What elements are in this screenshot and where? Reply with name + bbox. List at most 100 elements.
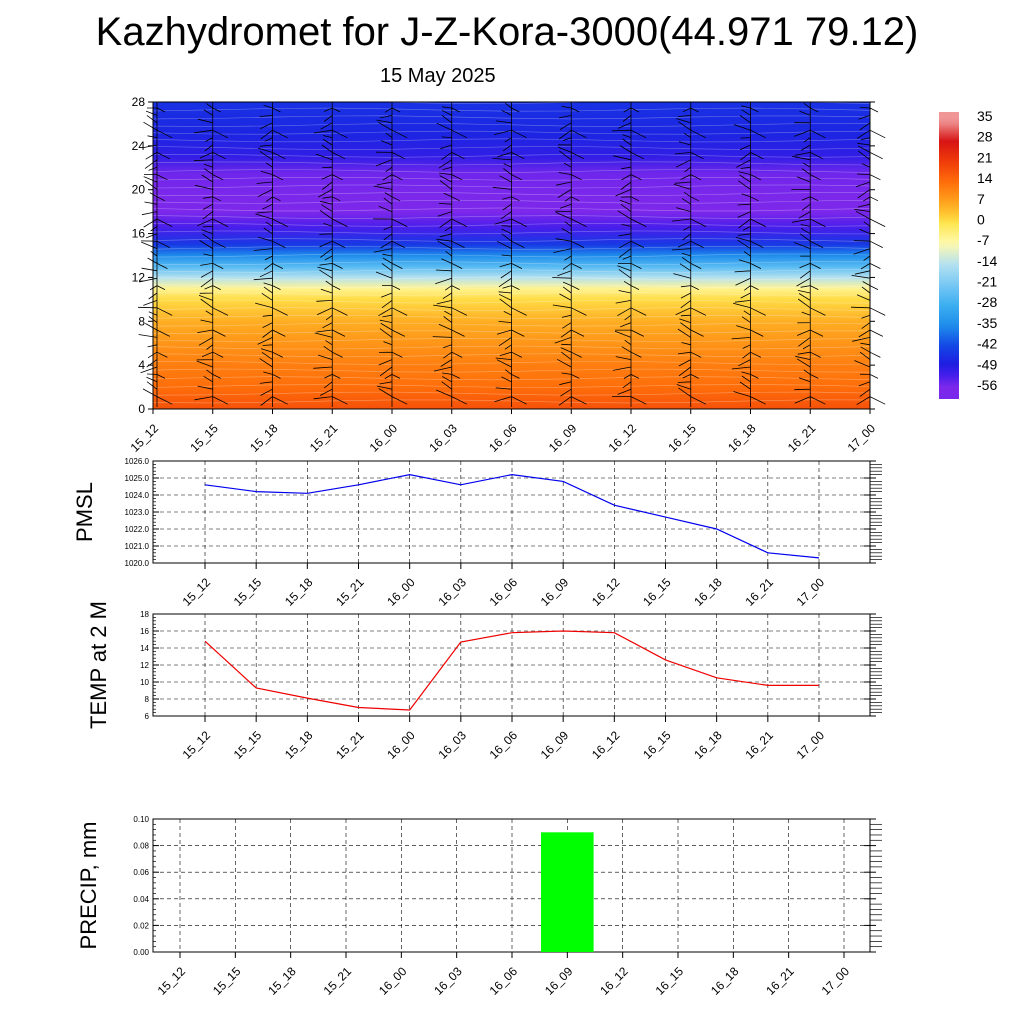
temp-y-label: 16 <box>140 627 149 636</box>
precip-y-label: 0.04 <box>133 895 149 904</box>
temp-gridlines <box>153 614 870 716</box>
temp-x-label: 15_21 <box>333 728 367 762</box>
precip-x-label: 16_09 <box>542 964 576 998</box>
temp-x-label: 15_18 <box>282 728 316 762</box>
pmsl-x-label: 16_09 <box>538 575 572 609</box>
heatmap-y-label: 4 <box>138 358 145 372</box>
pmsl-y-label: 1021.0 <box>125 542 150 551</box>
precip-axis-title: PRECIP, mm <box>76 822 101 950</box>
heatmap-x-label: 16_21 <box>785 421 819 455</box>
precip-gridlines <box>153 819 870 952</box>
pmsl-x-label: 16_18 <box>691 575 725 609</box>
heatmap-x-label: 17_00 <box>845 421 879 455</box>
colorbar-label: -7 <box>977 232 990 248</box>
precip-x-label: 16_00 <box>376 964 410 998</box>
heatmap-y-label: 24 <box>132 139 146 153</box>
chart-title: Kazhydromet for J-Z-Kora-3000(44.971 79.… <box>95 10 919 54</box>
colorbar-label: 28 <box>977 129 993 145</box>
temp-x-label: 15_15 <box>231 728 265 762</box>
precip-x-label: 15_12 <box>155 964 189 998</box>
wind-barbs <box>137 102 886 407</box>
heatmap-x-label: 15_21 <box>307 421 341 455</box>
temp-line <box>204 630 819 711</box>
colorbar-label: -56 <box>977 377 997 393</box>
pmsl-y-label: 1026.0 <box>125 457 150 466</box>
colorbar-label: 7 <box>977 191 985 207</box>
precip-y-label: 0.06 <box>133 868 149 877</box>
precip-x-label: 15_15 <box>210 964 244 998</box>
pmsl-y-label: 1023.0 <box>125 508 150 517</box>
pmsl-y-label: 1020.0 <box>125 559 150 568</box>
pmsl-x-label: 17_00 <box>794 575 828 609</box>
precip-x-label: 17_00 <box>819 964 853 998</box>
colorbar-label: 0 <box>977 211 985 227</box>
colorbar-label: -35 <box>977 315 997 331</box>
precip-x-label: 16_06 <box>487 964 521 998</box>
pmsl-axis-title: PMSL <box>72 482 97 542</box>
heatmap-x-label: 16_09 <box>546 421 580 455</box>
precip-x-label: 16_15 <box>653 964 687 998</box>
temp-x-label: 17_00 <box>794 728 828 762</box>
colorbar-label: -14 <box>977 253 997 269</box>
temp-y-label: 10 <box>140 678 149 687</box>
temp-y-label: 18 <box>140 610 149 619</box>
colorbar-label: -28 <box>977 294 997 310</box>
pmsl-y-label: 1024.0 <box>125 491 150 500</box>
heatmap-y-label: 16 <box>132 227 146 241</box>
pmsl-y-label: 1022.0 <box>125 525 150 534</box>
heatmap-x-label: 16_18 <box>725 421 759 455</box>
temp-x-label: 16_15 <box>640 728 674 762</box>
temp-y-label: 6 <box>145 712 150 721</box>
colorbar <box>939 112 959 399</box>
precip-x-label: 16_18 <box>708 964 742 998</box>
pmsl-x-label: 15_15 <box>231 575 265 609</box>
colorbar-label: 21 <box>977 149 993 165</box>
pmsl-x-label: 16_00 <box>384 575 418 609</box>
temp-x-label: 16_18 <box>691 728 725 762</box>
colorbar-label: -49 <box>977 356 997 372</box>
precip-x-label: 16_12 <box>597 964 631 998</box>
precip-x-label: 15_18 <box>265 964 299 998</box>
precip-y-label: 0.00 <box>133 948 149 957</box>
colorbar-label: 35 <box>977 108 993 124</box>
precip-y-label: 0.08 <box>133 842 149 851</box>
temp-frame <box>152 613 871 717</box>
temp-x-label: 16_03 <box>435 728 469 762</box>
colorbar-label: -21 <box>977 274 997 290</box>
heatmap-x-label: 16_03 <box>426 421 460 455</box>
temp-y-label: 12 <box>140 661 149 670</box>
colorbar-label: 14 <box>977 170 993 186</box>
precip-frame <box>152 818 871 953</box>
pmsl-x-label: 16_03 <box>435 575 469 609</box>
temp-y-label: 8 <box>145 695 150 704</box>
temp-x-label: 16_06 <box>487 728 521 762</box>
pmsl-y-label: 1025.0 <box>125 474 150 483</box>
heatmap-y-label: 28 <box>132 95 146 109</box>
heatmap-x-label: 16_06 <box>486 421 520 455</box>
temp-x-label: 15_12 <box>180 728 214 762</box>
pmsl-x-label: 16_21 <box>742 575 776 609</box>
pmsl-line <box>204 473 820 559</box>
heatmap-y-label: 20 <box>132 183 146 197</box>
pmsl-x-label: 16_06 <box>487 575 521 609</box>
heatmap-x-label: 15_12 <box>128 421 162 455</box>
precip-x-label: 16_21 <box>763 964 797 998</box>
heatmap-x-label: 16_15 <box>665 421 699 455</box>
heatmap-y-label: 0 <box>138 402 145 416</box>
pmsl-x-label: 15_12 <box>180 575 214 609</box>
pmsl-x-label: 16_12 <box>589 575 623 609</box>
heatmap-x-label: 15_15 <box>187 421 221 455</box>
heatmap-x-label: 15_18 <box>247 421 281 455</box>
precip-y-label: 0.10 <box>133 815 149 824</box>
pmsl-x-label: 15_21 <box>333 575 367 609</box>
precip-x-label: 15_21 <box>321 964 355 998</box>
temp-y-label: 14 <box>140 644 149 653</box>
pmsl-gridlines <box>153 461 870 563</box>
precip-x-label: 16_03 <box>431 964 465 998</box>
heatmap-x-label: 16_00 <box>367 421 401 455</box>
precip-y-label: 0.02 <box>133 921 149 930</box>
pmsl-x-label: 15_18 <box>282 575 316 609</box>
temp-x-label: 16_00 <box>384 728 418 762</box>
precip-bar <box>541 832 594 952</box>
chart-date: 15 May 2025 <box>380 65 496 87</box>
